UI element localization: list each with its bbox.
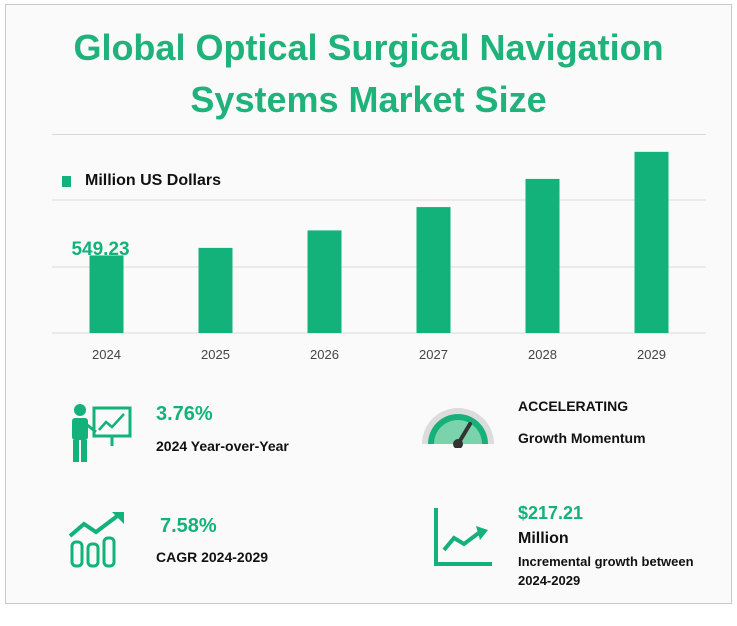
tick-label-2026: 2026: [310, 347, 339, 362]
incremental-label-line1: Incremental growth between: [518, 554, 694, 569]
chart-legend: Million US Dollars: [62, 172, 221, 190]
bar-2028: [525, 178, 560, 333]
bar-2027: [416, 207, 451, 333]
line-chart-arrow-icon: [434, 508, 492, 566]
incremental-label-line2: 2024-2029: [518, 573, 581, 588]
tick-label-2027: 2027: [419, 347, 448, 362]
speedometer-gauge-icon: [422, 408, 494, 448]
momentum-label: Growth Momentum: [518, 430, 646, 446]
incremental-unit: Million: [518, 530, 569, 547]
title-divider: [52, 134, 706, 135]
bar-2026: [307, 230, 342, 333]
bar-2029: [634, 151, 669, 333]
tick-label-2028: 2028: [528, 347, 557, 362]
tick-label-2025: 2025: [201, 347, 230, 362]
legend-swatch: [62, 175, 71, 187]
yoy-value: 3.76%: [156, 403, 213, 425]
infographic-frame: [5, 4, 732, 604]
cagr-value: 7.58%: [160, 515, 217, 537]
momentum-value: ACCELERATING: [518, 398, 629, 414]
bar-2024: [89, 255, 124, 333]
page-title: Global Optical Surgical Navigation Syste…: [0, 22, 737, 126]
growth-bars-arrow-icon: [68, 512, 124, 568]
tick-label-2024: 2024: [92, 347, 121, 362]
tick-label-2029: 2029: [637, 347, 666, 362]
legend-label: Million US Dollars: [85, 172, 222, 189]
data-label-2024: 549.23: [71, 239, 129, 260]
bar-chart: 2024 2025 2026 2027 2028 2029 549.23: [52, 151, 706, 362]
cagr-label: CAGR 2024-2029: [156, 549, 269, 565]
yoy-label: 2024 Year-over-Year: [156, 438, 289, 454]
presenter-chart-icon: [72, 404, 132, 462]
incremental-value: $217.21: [518, 503, 584, 523]
title-text: Global Optical Surgical Navigation Syste…: [73, 27, 664, 120]
bar-2025: [198, 247, 233, 333]
